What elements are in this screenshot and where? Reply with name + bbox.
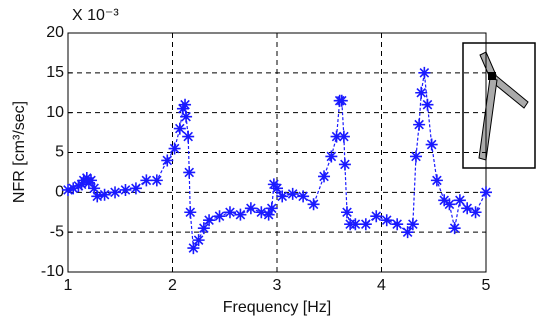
data-point bbox=[276, 190, 289, 203]
y-tick-label: 20 bbox=[46, 24, 64, 41]
data-point bbox=[418, 66, 431, 79]
data-point bbox=[335, 94, 348, 107]
data-point bbox=[341, 206, 354, 219]
data-point bbox=[480, 186, 492, 199]
data-point bbox=[461, 202, 474, 215]
data-point bbox=[380, 214, 393, 227]
data-point bbox=[401, 226, 414, 239]
y-tick-label: 15 bbox=[46, 64, 64, 81]
data-point bbox=[307, 198, 320, 211]
data-point bbox=[421, 98, 434, 111]
data-point bbox=[297, 190, 310, 203]
data-point bbox=[88, 182, 101, 195]
data-point bbox=[415, 86, 428, 99]
data-point bbox=[349, 218, 362, 231]
data-point bbox=[182, 130, 195, 143]
x-tick-label: 5 bbox=[482, 277, 491, 294]
data-point bbox=[179, 98, 192, 111]
data-point bbox=[180, 110, 193, 123]
data-point bbox=[391, 218, 404, 231]
data-point bbox=[338, 158, 351, 171]
data-point bbox=[84, 174, 97, 187]
data-point bbox=[119, 183, 132, 196]
y-tick-label: 10 bbox=[46, 104, 64, 121]
data-point bbox=[183, 166, 196, 179]
data-point bbox=[370, 210, 383, 223]
data-point bbox=[98, 188, 111, 201]
data-point bbox=[72, 179, 85, 192]
y-axis-label: NFR [cm³/sec] bbox=[11, 101, 28, 203]
data-point bbox=[359, 218, 372, 231]
data-point bbox=[453, 194, 466, 207]
data-point bbox=[80, 171, 93, 184]
data-point bbox=[337, 130, 350, 143]
data-point bbox=[271, 182, 283, 195]
data-point bbox=[438, 194, 451, 207]
data-point bbox=[430, 174, 443, 187]
data-point bbox=[173, 122, 186, 135]
x-tick-label: 1 bbox=[64, 277, 73, 294]
data-point bbox=[150, 174, 163, 187]
data-point bbox=[286, 187, 299, 200]
data-point bbox=[406, 218, 419, 231]
data-point bbox=[161, 154, 174, 167]
data-point bbox=[62, 183, 74, 196]
data-point bbox=[244, 202, 257, 215]
data-point bbox=[187, 242, 200, 255]
data-point bbox=[409, 150, 422, 163]
data-point bbox=[448, 222, 461, 235]
plot-frame bbox=[67, 32, 487, 273]
data-point bbox=[140, 174, 153, 187]
data-point bbox=[176, 102, 189, 115]
data-point bbox=[262, 208, 275, 221]
data-point bbox=[325, 150, 338, 163]
data-point bbox=[265, 202, 278, 215]
data-point bbox=[197, 222, 210, 235]
data-point bbox=[318, 170, 331, 183]
data-point bbox=[425, 138, 438, 151]
x-tick-label: 4 bbox=[377, 277, 386, 294]
data-point bbox=[67, 182, 80, 195]
x-tick-label: 3 bbox=[273, 277, 282, 294]
y-tick-label: 5 bbox=[55, 144, 64, 161]
data-point bbox=[413, 118, 426, 131]
data-point bbox=[192, 234, 205, 247]
x-tick-label: 2 bbox=[168, 277, 177, 294]
y-tick-label: -5 bbox=[50, 223, 64, 240]
data-point bbox=[443, 198, 456, 211]
data-point bbox=[91, 190, 104, 203]
data-point bbox=[234, 208, 247, 221]
data-point bbox=[223, 206, 236, 219]
x-axis-label: Frequency [Hz] bbox=[223, 299, 331, 316]
data-point bbox=[75, 178, 88, 191]
data-point bbox=[330, 130, 343, 143]
data-point bbox=[203, 214, 216, 227]
y-tick-label: 0 bbox=[55, 184, 64, 201]
data-point bbox=[129, 182, 142, 195]
data-point bbox=[213, 210, 226, 223]
inset-icon bbox=[462, 42, 536, 169]
data-point bbox=[109, 186, 122, 199]
data-point bbox=[469, 206, 482, 219]
y-tick-label: -10 bbox=[41, 263, 64, 280]
data-point bbox=[184, 206, 197, 219]
data-point bbox=[168, 142, 181, 155]
axis-multiplier: X 10⁻³ bbox=[72, 7, 119, 24]
data-point bbox=[255, 206, 268, 219]
